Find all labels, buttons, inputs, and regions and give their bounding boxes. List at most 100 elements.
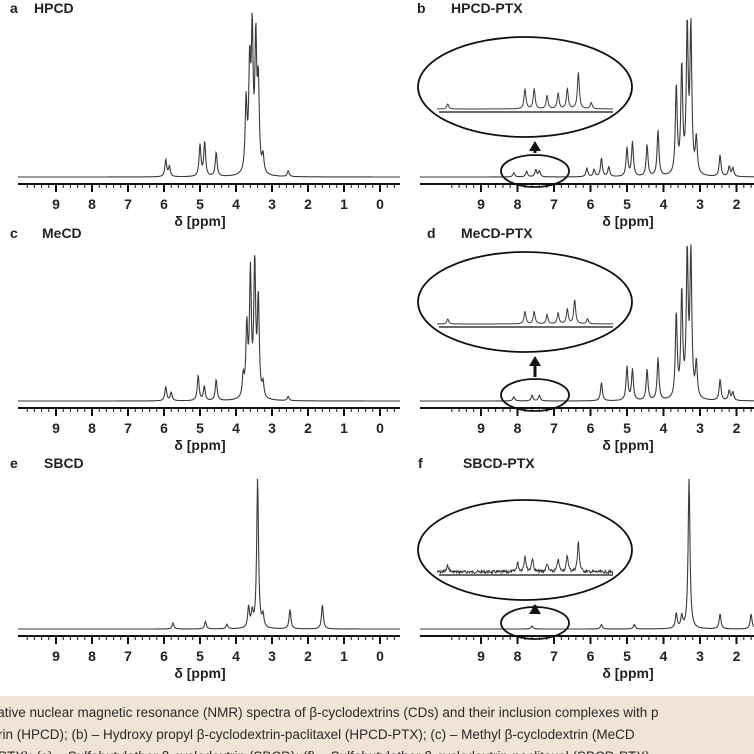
- panel-title: SBCD: [44, 455, 84, 471]
- zoom-region-ellipse: [500, 154, 570, 188]
- x-tick-label: 6: [587, 196, 595, 212]
- x-tick-label: 6: [160, 648, 168, 664]
- x-tick-label: 6: [160, 420, 168, 436]
- x-tick-label: 1: [340, 196, 348, 212]
- x-tick-label: 2: [733, 196, 741, 212]
- panel-title: SBCD-PTX: [463, 455, 535, 471]
- x-tick-label: 0: [376, 196, 384, 212]
- x-axis-label: δ [ppm]: [174, 213, 225, 229]
- spectrum-line: [18, 12, 400, 178]
- x-tick-label: 9: [52, 420, 60, 436]
- x-tick-label: 5: [196, 196, 204, 212]
- panel-letter: e: [10, 455, 18, 471]
- x-tick-label: 4: [232, 196, 240, 212]
- x-tick-label: 1: [340, 420, 348, 436]
- x-tick-label: 4: [660, 420, 668, 436]
- panel-e: e SBCD 9 8 7 6 5 4 3 2 1 0 δ [ppm]: [10, 455, 400, 681]
- inset-ellipse: [417, 36, 633, 138]
- x-tick-label: 6: [587, 420, 595, 436]
- spectrum-line: [420, 478, 754, 630]
- x-tick-label: 2: [304, 648, 312, 664]
- figure-caption: ntative nuclear magnetic resonance (NMR)…: [0, 696, 754, 754]
- x-axis-label: δ [ppm]: [174, 665, 225, 681]
- x-tick-label: 9: [477, 420, 485, 436]
- x-tick-label: 3: [268, 420, 276, 436]
- caption-line-2: rin (HPCD); (b) – Hydroxy propyl β-cyclo…: [0, 727, 635, 742]
- x-tick-label: 9: [477, 648, 485, 664]
- x-tick-label: 9: [52, 196, 60, 212]
- x-tick-label: 7: [124, 420, 132, 436]
- x-tick-label: 5: [196, 648, 204, 664]
- x-axis-label: δ [ppm]: [602, 213, 653, 229]
- x-tick-label: 9: [52, 648, 60, 664]
- x-tick-label: 3: [268, 648, 276, 664]
- x-tick-label: 7: [550, 648, 558, 664]
- x-tick-label: 9: [477, 196, 485, 212]
- panel-letter: c: [10, 225, 18, 241]
- x-tick-label: 3: [696, 420, 704, 436]
- x-tick-label: 6: [587, 648, 595, 664]
- x-tick-label: 8: [514, 648, 522, 664]
- x-tick-label: 0: [376, 648, 384, 664]
- x-tick-label: 8: [514, 420, 522, 436]
- caption-line-3: PTX); (e) – Sulfobutylether β-cyclodextr…: [0, 746, 650, 754]
- panel-title: MeCD-PTX: [461, 225, 533, 241]
- x-tick-label: 1: [340, 648, 348, 664]
- x-tick-label: 4: [660, 648, 668, 664]
- x-tick-label: 2: [733, 420, 741, 436]
- panel-f: f SBCD-PTX 9 8 7 6 5 4 3 2 δ [ppm]: [417, 455, 754, 681]
- inset-ellipse: [417, 251, 633, 353]
- zoom-region-ellipse: [500, 378, 570, 412]
- panel-d: d MeCD-PTX 9 8 7 6 5 4 3 2 δ [ppm]: [417, 225, 754, 453]
- panel-title: HPCD-PTX: [451, 0, 523, 16]
- x-tick-label: 2: [304, 196, 312, 212]
- x-tick-label: 4: [660, 196, 668, 212]
- panel-b: b HPCD-PTX 9 8 7 6 5 4 3 2 δ [ppm]: [417, 0, 754, 229]
- x-tick-label: 5: [623, 420, 631, 436]
- x-tick-label: 4: [232, 420, 240, 436]
- x-tick-label: 0: [376, 420, 384, 436]
- x-tick-label: 3: [696, 196, 704, 212]
- x-tick-label: 7: [550, 196, 558, 212]
- caption-line-1: ntative nuclear magnetic resonance (NMR)…: [0, 705, 659, 720]
- x-tick-label: 4: [232, 648, 240, 664]
- x-tick-label: 8: [88, 196, 96, 212]
- x-tick-label: 7: [124, 648, 132, 664]
- inset-spectrum-line: [437, 72, 613, 110]
- spectrum-line: [18, 255, 400, 402]
- spectrum-line: [420, 244, 754, 402]
- spectrum-line: [420, 18, 754, 178]
- panel-c: c MeCD 9 8 7 6 5 4 3 2 1 0 δ [ppm]: [10, 225, 400, 453]
- x-tick-label: 8: [88, 648, 96, 664]
- x-axis-label: δ [ppm]: [602, 437, 653, 453]
- x-tick-label: 3: [268, 196, 276, 212]
- x-axis-label: δ [ppm]: [174, 437, 225, 453]
- spectrum-line: [18, 478, 400, 630]
- x-tick-label: 2: [733, 648, 741, 664]
- x-tick-label: 5: [623, 648, 631, 664]
- zoom-arrow-head: [529, 141, 541, 151]
- zoom-arrow-head: [529, 604, 541, 614]
- inset-ellipse: [417, 499, 633, 601]
- panel-title: HPCD: [34, 0, 74, 16]
- panel-letter: b: [417, 0, 426, 16]
- x-tick-label: 2: [304, 420, 312, 436]
- x-axis-label: δ [ppm]: [602, 665, 653, 681]
- x-tick-label: 7: [124, 196, 132, 212]
- zoom-arrow-head: [529, 356, 541, 366]
- panel-title: MeCD: [42, 225, 82, 241]
- panel-letter: d: [427, 225, 436, 241]
- x-tick-label: 8: [88, 420, 96, 436]
- x-tick-label: 6: [160, 196, 168, 212]
- x-tick-label: 5: [623, 196, 631, 212]
- inset-spectrum-line: [437, 299, 614, 325]
- x-tick-label: 7: [550, 420, 558, 436]
- inset-spectrum-line: [436, 541, 614, 575]
- panel-letter: a: [10, 0, 18, 16]
- x-tick-label: 3: [696, 648, 704, 664]
- panel-a: a HPCD 9 8 7 6 5 4 3 2 1 0 δ [ppm]: [10, 0, 400, 229]
- panel-letter: f: [418, 455, 423, 471]
- x-tick-label: 5: [196, 420, 204, 436]
- x-tick-label: 8: [514, 196, 522, 212]
